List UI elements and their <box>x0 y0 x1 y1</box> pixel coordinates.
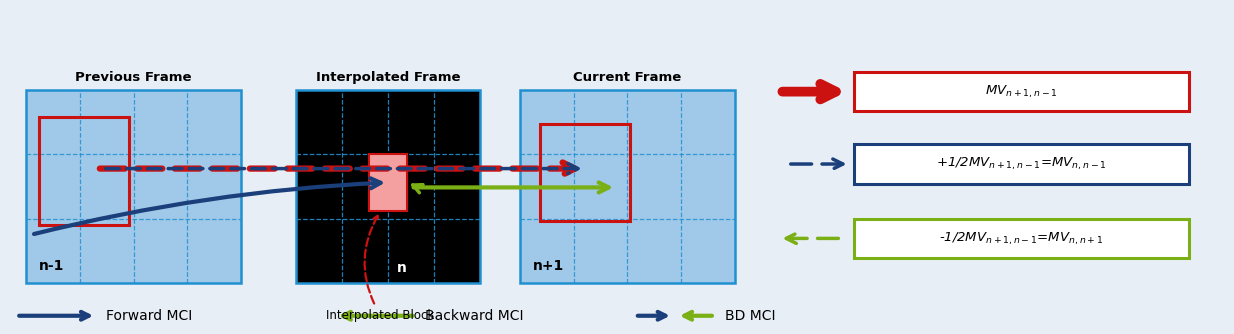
Text: Backward MCI: Backward MCI <box>426 309 524 323</box>
Bar <box>521 90 734 283</box>
Bar <box>854 218 1188 258</box>
Text: BD MCI: BD MCI <box>724 309 775 323</box>
Bar <box>854 72 1188 112</box>
Text: n: n <box>397 261 407 275</box>
Text: Current Frame: Current Frame <box>574 71 681 84</box>
Text: n+1: n+1 <box>533 259 564 273</box>
Bar <box>296 90 480 283</box>
Text: Previous Frame: Previous Frame <box>75 71 191 84</box>
Text: MV$_{n+1,n-1}$: MV$_{n+1,n-1}$ <box>985 84 1058 100</box>
Text: Interpolated Block: Interpolated Block <box>326 216 434 322</box>
Text: n-1: n-1 <box>39 259 64 273</box>
Text: +1/2MV$_{n+1,n-1}$=MV$_{n,n-1}$: +1/2MV$_{n+1,n-1}$=MV$_{n,n-1}$ <box>937 156 1107 172</box>
Bar <box>539 125 629 221</box>
Text: Forward MCI: Forward MCI <box>106 309 193 323</box>
Text: Interpolated Frame: Interpolated Frame <box>316 71 460 84</box>
Bar <box>26 90 241 283</box>
Bar <box>854 144 1188 184</box>
Text: -1/2MV$_{n+1,n-1}$=MV$_{n,n+1}$: -1/2MV$_{n+1,n-1}$=MV$_{n,n+1}$ <box>939 230 1103 246</box>
Bar <box>39 117 130 225</box>
Bar <box>369 154 407 211</box>
